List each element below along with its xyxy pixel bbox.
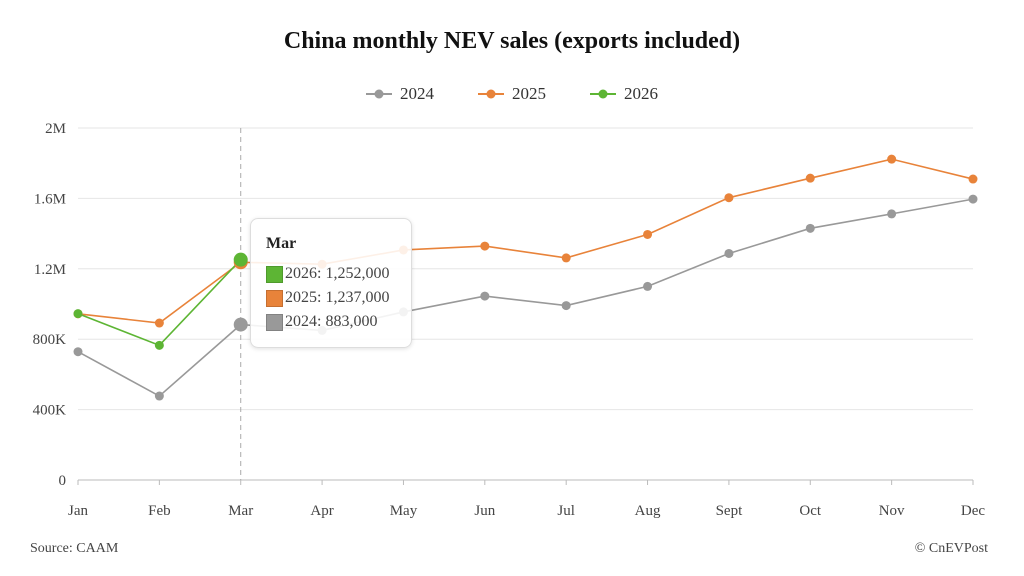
legend: 2024 2025 2026 bbox=[0, 84, 1024, 104]
legend-marker-2024 bbox=[366, 89, 392, 99]
x-tick-label: May bbox=[390, 503, 418, 519]
data-point-2024-Mar bbox=[233, 317, 248, 332]
data-point-2025-Oct bbox=[805, 173, 815, 183]
data-point-2026-Mar bbox=[233, 252, 248, 267]
x-tick-label: Nov bbox=[879, 503, 905, 519]
legend-marker-2026 bbox=[590, 89, 616, 99]
series-line-2026 bbox=[77, 259, 242, 347]
source-note: Source: CAAM bbox=[30, 541, 119, 556]
swatch-2025 bbox=[266, 289, 283, 307]
series-line-2024 bbox=[77, 198, 974, 398]
data-point-2026-Jan bbox=[73, 309, 83, 319]
data-point-2024-Oct bbox=[805, 223, 815, 233]
swatch-2024 bbox=[266, 313, 283, 331]
legend-marker-2025 bbox=[478, 89, 504, 99]
x-tick-label: Dec bbox=[961, 503, 985, 519]
y-tick-label: 400K bbox=[33, 403, 67, 419]
x-tick-label: Jan bbox=[68, 503, 88, 519]
x-tick-label: Jun bbox=[474, 503, 495, 519]
tooltip-value-2026: 2026: 1,252,000 bbox=[285, 265, 390, 282]
credit: © CnEVPost bbox=[914, 541, 988, 556]
data-point-2024-Jun bbox=[480, 291, 490, 301]
legend-item-2025[interactable]: 2025 bbox=[478, 84, 546, 104]
legend-item-2024[interactable]: 2024 bbox=[366, 84, 434, 104]
data-point-2024-Nov bbox=[887, 209, 897, 219]
tooltip-row-2025: 2025: 1,237,000 bbox=[266, 289, 389, 307]
x-tick-label: Sept bbox=[716, 503, 744, 519]
legend-item-2026[interactable]: 2026 bbox=[590, 84, 658, 104]
y-tick-label: 2M bbox=[45, 121, 66, 137]
y-tick-label: 800K bbox=[33, 332, 67, 348]
data-point-2024-Dec bbox=[968, 194, 978, 204]
tooltip-row-2024: 2024: 883,000 bbox=[266, 313, 377, 331]
data-point-2025-Dec bbox=[968, 174, 978, 184]
legend-label-2025: 2025 bbox=[512, 84, 546, 103]
chart-title: China monthly NEV sales (exports include… bbox=[283, 28, 741, 54]
data-point-2024-Feb bbox=[154, 391, 164, 401]
x-tick-label: Aug bbox=[635, 503, 661, 519]
tooltip-row-2026: 2026: 1,252,000 bbox=[266, 265, 389, 283]
data-point-2025-Aug bbox=[643, 229, 653, 239]
x-tick-label: Jul bbox=[557, 503, 575, 519]
series-line-2025 bbox=[77, 158, 974, 324]
data-point-2025-Jun bbox=[480, 241, 490, 251]
y-tick-label: 0 bbox=[59, 473, 67, 489]
x-tick-label: Oct bbox=[799, 503, 821, 519]
data-point-2024-Sept bbox=[724, 248, 734, 258]
data-point-2025-Feb bbox=[154, 318, 164, 328]
x-tick-label: Apr bbox=[310, 503, 333, 519]
data-point-2024-Aug bbox=[643, 281, 653, 291]
data-point-2024-Jan bbox=[73, 347, 83, 357]
tooltip-value-2024: 2024: 883,000 bbox=[285, 313, 378, 330]
tooltip-value-2025: 2025: 1,237,000 bbox=[285, 289, 390, 306]
tooltip-title: Mar bbox=[266, 235, 297, 252]
legend-label-2024: 2024 bbox=[400, 84, 434, 103]
x-tick-label: Mar bbox=[228, 503, 253, 519]
y-tick-label: 1.2M bbox=[34, 262, 66, 278]
data-point-2024-Jul bbox=[561, 301, 571, 311]
data-point-2025-Nov bbox=[887, 154, 897, 164]
data-point-2026-Feb bbox=[154, 340, 164, 350]
data-point-2025-Sept bbox=[724, 193, 734, 203]
legend-label-2026: 2026 bbox=[624, 84, 658, 103]
swatch-2026 bbox=[266, 265, 283, 283]
y-tick-label: 1.6M bbox=[34, 191, 66, 207]
data-point-2025-Jul bbox=[561, 253, 571, 263]
tooltip: Mar 2026: 1,252,000 2025: 1,237,000 2024… bbox=[250, 218, 412, 348]
x-tick-label: Feb bbox=[148, 503, 171, 519]
